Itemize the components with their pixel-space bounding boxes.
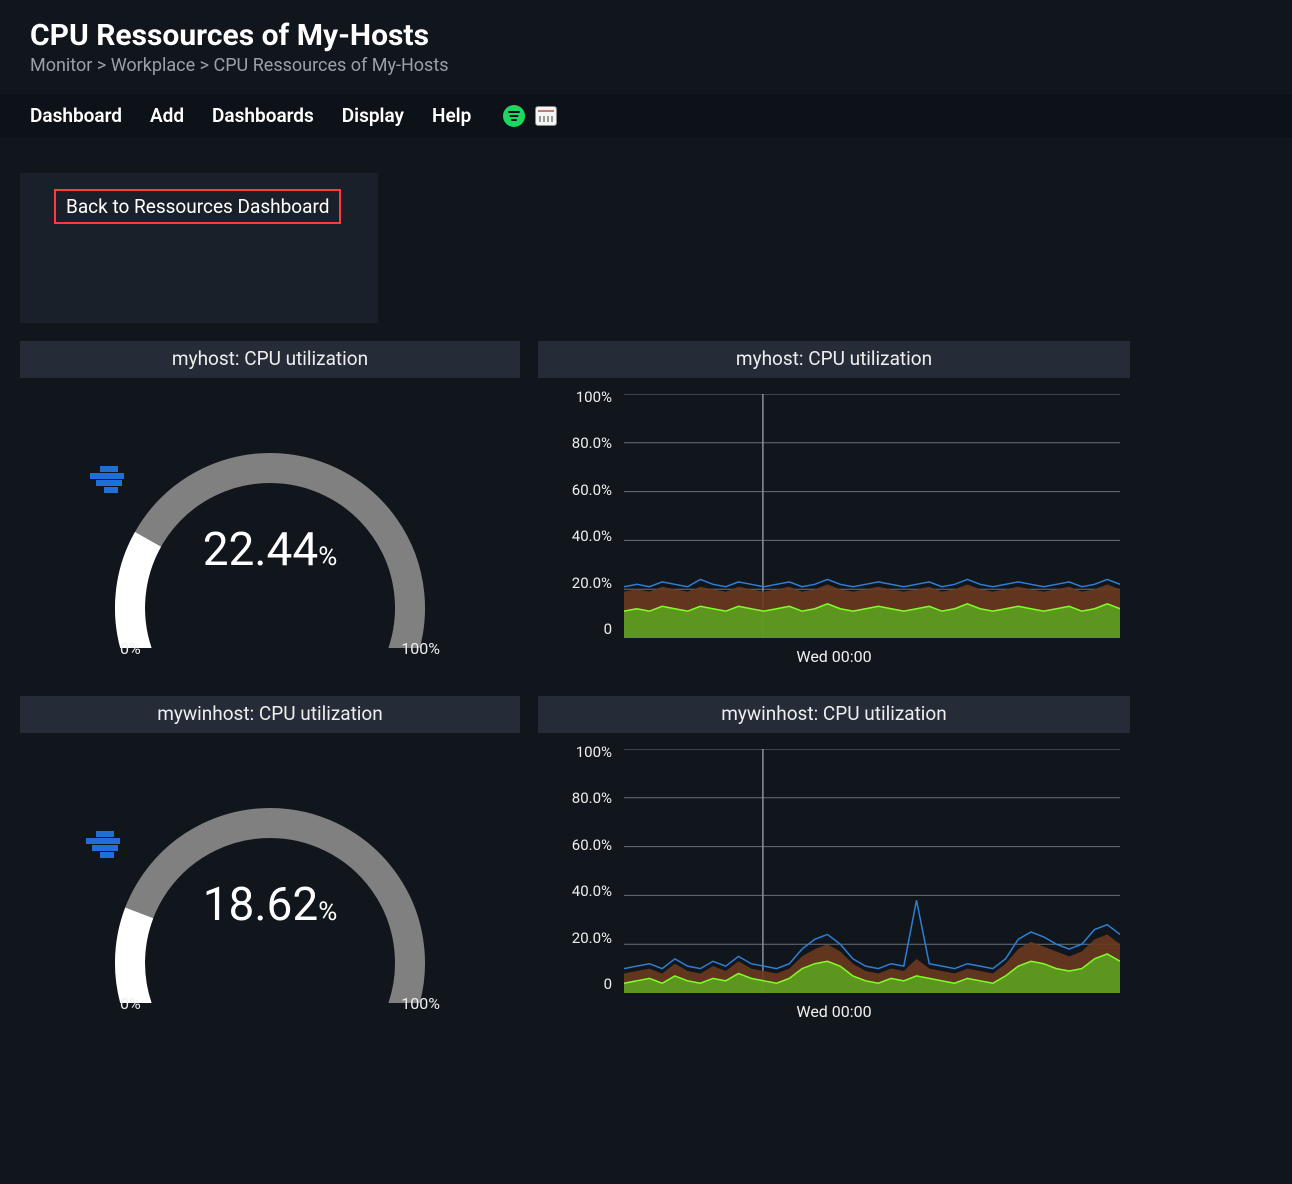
gauge-value: 22.44% bbox=[20, 523, 520, 577]
menu-dashboard[interactable]: Dashboard bbox=[30, 104, 122, 127]
back-to-resources-button[interactable]: Back to Ressources Dashboard bbox=[54, 189, 341, 224]
y-tick: 20.0% bbox=[538, 929, 612, 947]
menu-add[interactable]: Add bbox=[150, 104, 184, 127]
x-axis-label: Wed 00:00 bbox=[538, 1002, 1130, 1021]
y-tick: 100% bbox=[538, 388, 612, 406]
menu-help[interactable]: Help bbox=[432, 104, 471, 127]
y-axis: 100% 80.0% 60.0% 40.0% 20.0% 0 bbox=[538, 743, 618, 993]
y-tick: 80.0% bbox=[538, 789, 612, 807]
y-tick: 60.0% bbox=[538, 481, 612, 499]
x-axis-label: Wed 00:00 bbox=[538, 647, 1130, 666]
gauge-min-label: 0% bbox=[120, 639, 141, 658]
menu-bar: Dashboard Add Dashboards Display Help bbox=[0, 94, 1292, 137]
gauge-max-label: 100% bbox=[401, 994, 440, 1013]
y-tick: 40.0% bbox=[538, 527, 612, 545]
gauge-panel-mywinhost: mywinhost: CPU utilization 18.62% 0% 100… bbox=[20, 696, 520, 1033]
gauge-marker-icon bbox=[86, 831, 120, 858]
y-tick: 60.0% bbox=[538, 836, 612, 854]
filter-icon[interactable] bbox=[503, 105, 525, 127]
y-tick: 0 bbox=[538, 620, 612, 638]
back-panel: Back to Ressources Dashboard bbox=[20, 173, 378, 323]
y-tick: 20.0% bbox=[538, 574, 612, 592]
menu-dashboards[interactable]: Dashboards bbox=[212, 104, 314, 127]
y-tick: 40.0% bbox=[538, 882, 612, 900]
y-axis: 100% 80.0% 60.0% 40.0% 20.0% 0 bbox=[538, 388, 618, 638]
menu-display[interactable]: Display bbox=[342, 104, 404, 127]
panel-title: mywinhost: CPU utilization bbox=[538, 696, 1130, 733]
panel-title: mywinhost: CPU utilization bbox=[20, 696, 520, 733]
y-tick: 80.0% bbox=[538, 434, 612, 452]
timeseries-chart bbox=[624, 749, 1120, 993]
panel-title: myhost: CPU utilization bbox=[538, 341, 1130, 378]
y-tick: 0 bbox=[538, 975, 612, 993]
y-tick: 100% bbox=[538, 743, 612, 761]
gauge-min-label: 0% bbox=[120, 994, 141, 1013]
panel-title: myhost: CPU utilization bbox=[20, 341, 520, 378]
gauge-max-label: 100% bbox=[401, 639, 440, 658]
gauge-panel-myhost: myhost: CPU utilization 22.44% 0% 100% bbox=[20, 341, 520, 678]
timeseries-chart bbox=[624, 394, 1120, 638]
breadcrumb: Monitor > Workplace > CPU Ressources of … bbox=[30, 55, 1262, 76]
date-range-icon[interactable] bbox=[535, 106, 557, 126]
chart-panel-mywinhost: mywinhost: CPU utilization 100% 80.0% 60… bbox=[538, 696, 1130, 1033]
page-title: CPU Ressources of My-Hosts bbox=[30, 18, 1262, 53]
dashboard-grid: myhost: CPU utilization 22.44% 0% 100% m… bbox=[20, 341, 1292, 1033]
gauge-value: 18.62% bbox=[20, 878, 520, 932]
gauge-marker-icon bbox=[90, 466, 124, 493]
chart-panel-myhost: myhost: CPU utilization 100% 80.0% 60.0%… bbox=[538, 341, 1130, 678]
